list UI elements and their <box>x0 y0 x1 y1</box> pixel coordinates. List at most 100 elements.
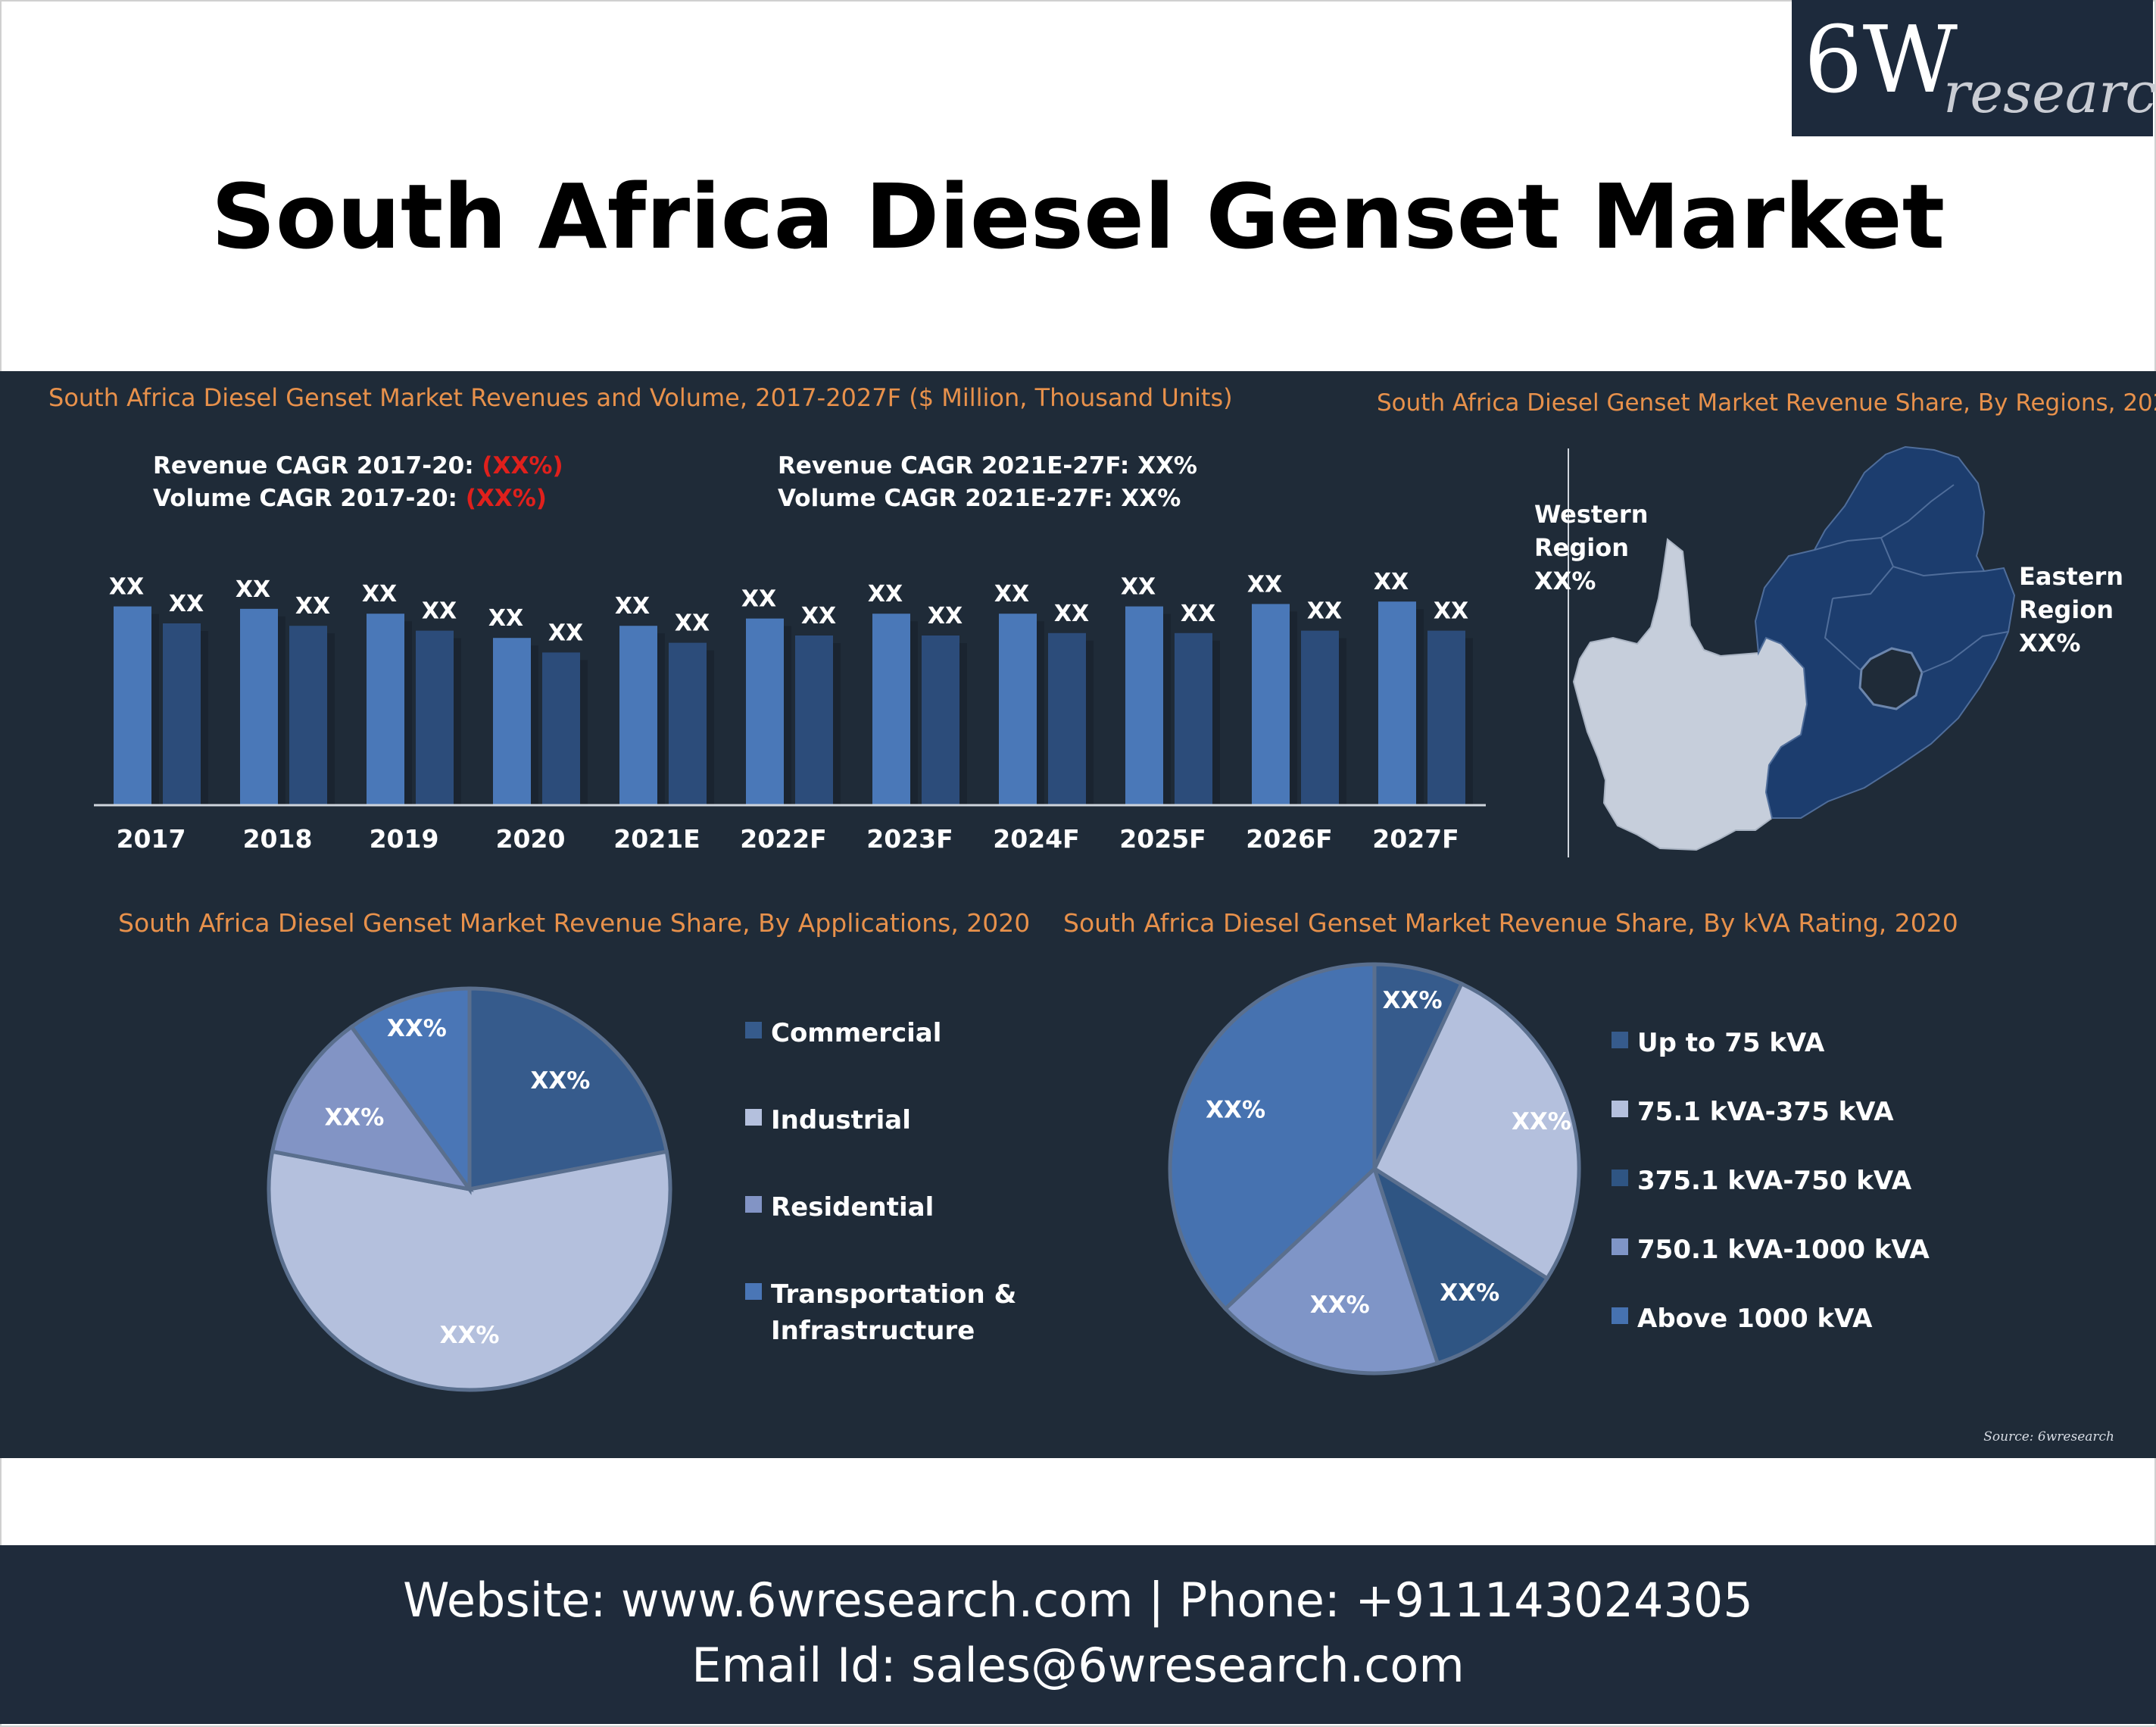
bar-volume <box>1301 630 1339 805</box>
cagr-forecast-volume: Volume CAGR 2021E-27F: XX% <box>778 485 1181 512</box>
bar-revenue <box>240 608 278 805</box>
pie-slice <box>348 986 472 1195</box>
bar-data-label: XX <box>1054 601 1089 627</box>
pie-data-label: XX% <box>1383 987 1443 1014</box>
infographic-panel: South Africa Diesel Genset Market Revenu… <box>0 371 2156 1458</box>
logo-wordmark: research <box>1943 61 2156 126</box>
pie-data-label: XX% <box>1512 1108 1571 1135</box>
bar-chart-title: South Africa Diesel Genset Market Revenu… <box>48 383 1233 412</box>
bar-revenue <box>493 638 531 805</box>
bar-data-label: XX <box>741 586 776 613</box>
bar-data-label: XX <box>236 576 270 603</box>
x-tick-label: 2027F <box>1372 824 1459 854</box>
bar-volume <box>163 623 201 805</box>
legend-swatch <box>745 1022 762 1038</box>
brand-logo: 6W research <box>1792 0 2156 136</box>
bar-volume <box>669 642 707 805</box>
x-tick-label: 2019 <box>370 824 439 854</box>
logo-mark: 6W <box>1804 6 1958 114</box>
south-africa-map <box>1572 445 2016 851</box>
bar-revenue <box>999 614 1037 805</box>
bar-volume <box>416 630 454 805</box>
bar-data-label: XX <box>488 605 523 632</box>
source-note: Source: 6wresearch <box>1983 1429 2114 1444</box>
bar-volume <box>795 636 833 805</box>
pie-title: South Africa Diesel Genset Market Revenu… <box>1063 908 1958 938</box>
x-tick-label: 2021E <box>613 824 700 854</box>
legend-label: 75.1 kVA-375 kVA <box>1637 1097 1894 1127</box>
legend-label: Industrial <box>771 1105 911 1135</box>
bar-data-label: XX <box>928 603 963 629</box>
bar-revenue <box>114 606 151 805</box>
page-title: South Africa Diesel Genset Market <box>211 164 1945 269</box>
western-region-label: Western Region XX% <box>1534 500 1657 595</box>
bar-volume <box>542 652 580 805</box>
pie-slice <box>467 986 669 1192</box>
bar-data-label: XX <box>1434 598 1468 625</box>
map-eastern-region <box>1754 445 2016 819</box>
cagr-hist-volume-label: Volume CAGR 2017-20: <box>153 485 466 512</box>
bar-data-label: XX <box>615 593 650 620</box>
pie-data-label: XX% <box>1310 1291 1370 1319</box>
bar-volume <box>1427 630 1465 805</box>
bar-volume <box>922 636 959 805</box>
footer-website-phone: Website: www.6wresearch.com | Phone: +91… <box>403 1572 1753 1628</box>
legend-swatch <box>1612 1170 1628 1186</box>
bar-data-label: XX <box>169 591 204 617</box>
bar-data-label: XX <box>1121 574 1156 601</box>
map-province-borders <box>1814 484 2009 673</box>
bar-data-label: XX <box>422 598 457 625</box>
footer-email: Email Id: sales@6wresearch.com <box>691 1638 1465 1693</box>
pie-title: South Africa Diesel Genset Market Revenu… <box>118 908 1030 938</box>
pie-data-label: XX% <box>440 1322 500 1349</box>
x-tick-label: 2018 <box>243 824 313 854</box>
pie-slice <box>1371 981 1581 1282</box>
legend-label: Above 1000 kVA <box>1637 1304 1873 1334</box>
map-lesotho <box>1858 647 1924 710</box>
legend-label: Residential <box>771 1192 934 1223</box>
bar-revenue <box>1252 604 1290 805</box>
x-tick-label: 2022F <box>740 824 826 854</box>
bar-chart: XX XX 2017 XX XX 2018 XX XX 2019 XX XX 2020 XX XX 2021… <box>109 569 1473 854</box>
pie-slice <box>267 1149 672 1392</box>
bar-data-label: XX <box>362 581 397 607</box>
legend-label: 750.1 kVA-1000 kVA <box>1637 1235 1930 1265</box>
pie-data-label: XX% <box>387 1015 447 1042</box>
bar-data-label: XX <box>109 574 144 601</box>
western-region-line2: Region <box>1534 533 1629 562</box>
pie-chart-applications: South Africa Diesel Genset Market Revenu… <box>118 908 1030 1392</box>
pie-slice <box>270 1024 474 1192</box>
eastern-region-line2: Region <box>2019 595 2114 624</box>
cagr-forecast-revenue: Revenue CAGR 2021E-27F: XX% <box>778 452 1197 479</box>
eastern-region-value: XX% <box>2019 629 2080 657</box>
cagr-hist-volume: Volume CAGR 2017-20: (XX%) <box>153 485 547 512</box>
bar-data-label: XX <box>675 611 710 637</box>
x-tick-label: 2024F <box>993 824 1079 854</box>
legend-swatch <box>1612 1032 1628 1048</box>
legend-label: 375.1 kVA-750 kVA <box>1637 1166 1912 1196</box>
bar-data-label: XX <box>994 581 1029 607</box>
pie-data-label: XX% <box>1440 1279 1499 1307</box>
x-tick-label: 2025F <box>1119 824 1206 854</box>
bar-revenue <box>367 614 404 805</box>
bar-revenue <box>1378 601 1416 805</box>
bar-volume <box>1048 632 1086 805</box>
cagr-hist-volume-value: (XX%) <box>466 485 547 512</box>
x-tick-label: 2020 <box>496 824 566 854</box>
legend-swatch <box>1612 1307 1628 1324</box>
bar-data-label: XX <box>1181 601 1215 627</box>
legend-label: Up to 75 kVA <box>1637 1028 1825 1058</box>
bar-data-label: XX <box>801 603 836 629</box>
legend-swatch <box>745 1109 762 1126</box>
bar-data-label: XX <box>868 581 903 607</box>
cagr-hist-revenue: Revenue CAGR 2017-20: (XX%) <box>153 452 563 479</box>
bar-data-label: XX <box>548 620 583 646</box>
bar-data-label: XX <box>295 593 330 620</box>
pie-slice <box>1371 1164 1550 1366</box>
legend-label: Commercial <box>771 1018 941 1048</box>
x-tick-label: 2026F <box>1246 824 1332 854</box>
infographic-canvas: South Africa Diesel Genset Market Revenu… <box>48 383 2156 1444</box>
bar-data-label: XX <box>1247 571 1282 598</box>
x-tick-label: 2023F <box>866 824 953 854</box>
pie-data-label: XX% <box>324 1104 384 1131</box>
